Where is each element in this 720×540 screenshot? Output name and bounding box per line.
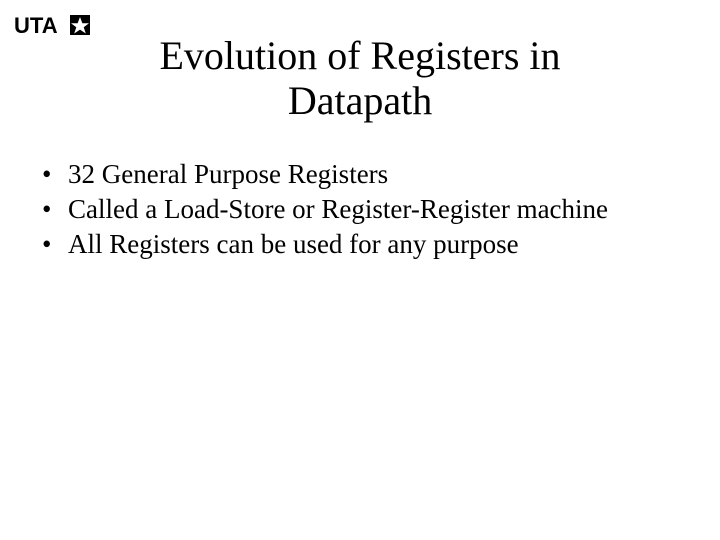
list-item: Called a Load-Store or Register-Register…: [42, 193, 678, 226]
title-line-1: Evolution of Registers in: [159, 33, 560, 78]
list-item: All Registers can be used for any purpos…: [42, 228, 678, 261]
page-title: Evolution of Registers in Datapath: [0, 34, 720, 124]
bullet-text: 32 General Purpose Registers: [68, 159, 388, 189]
slide: UTA Evolution of Registers in Datapath 3…: [0, 0, 720, 540]
title-line-2: Datapath: [288, 78, 432, 123]
bullet-text: All Registers can be used for any purpos…: [68, 229, 519, 259]
bullet-text: Called a Load-Store or Register-Register…: [68, 194, 608, 224]
list-item: 32 General Purpose Registers: [42, 158, 678, 191]
bullet-list: 32 General Purpose Registers Called a Lo…: [42, 158, 678, 263]
